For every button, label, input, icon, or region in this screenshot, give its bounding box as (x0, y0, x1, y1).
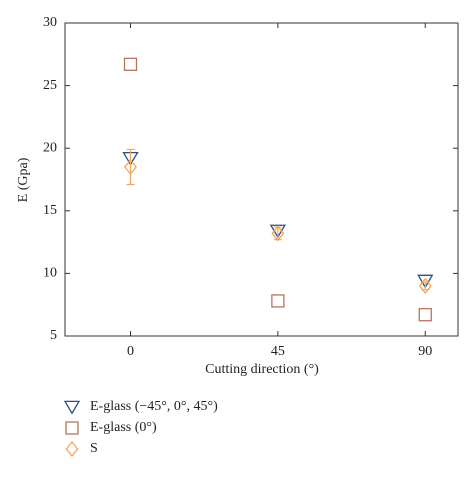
marker-square (271, 294, 285, 308)
plot-frame (64, 22, 459, 337)
x-axis-label: Cutting direction (°) (205, 362, 319, 377)
y-tick-label: 15 (43, 203, 57, 218)
marker-diamond (418, 277, 432, 294)
marker-triangle (63, 400, 81, 415)
marker-square (418, 308, 432, 322)
marker-diamond (65, 440, 79, 458)
y-tick-label: 5 (50, 328, 57, 343)
marker-square (65, 421, 79, 435)
y-axis-label: E (Gpa) (16, 157, 31, 202)
x-tick-label: 0 (127, 344, 134, 359)
marker-diamond (271, 225, 285, 242)
y-tick-label: 20 (43, 140, 57, 155)
marker-diamond (124, 158, 137, 176)
y-tick-label: 30 (43, 15, 57, 30)
error-bar (126, 148, 135, 186)
legend-label: E-glass (−45°, 0°, 45°) (90, 399, 218, 414)
y-tick-label: 25 (43, 78, 57, 93)
legend-label: S (90, 441, 98, 456)
y-tick-label: 10 (43, 266, 57, 281)
marker-triangle (417, 274, 434, 289)
legend-label: E-glass (0°) (90, 420, 157, 435)
x-tick-label: 90 (418, 344, 432, 359)
x-tick-label: 45 (271, 344, 285, 359)
marker-square (123, 57, 138, 71)
